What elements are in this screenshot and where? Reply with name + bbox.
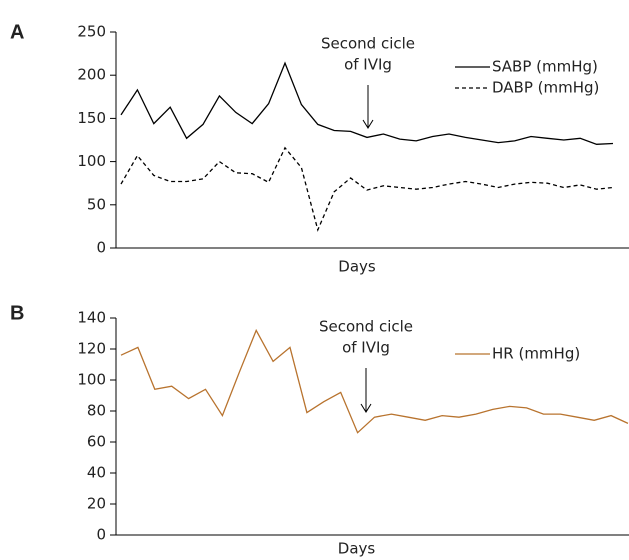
arrow-head [362, 119, 374, 129]
y-tick-label: 200 [77, 66, 106, 84]
panel-label: A [10, 21, 24, 43]
legend-label: HR (mmHg) [492, 345, 580, 363]
y-tick-label: 60 [87, 433, 106, 451]
data-line [120, 61, 614, 145]
y-tick-label: 20 [87, 495, 106, 513]
data-line [120, 328, 629, 434]
legend-label: SABP (mmHg) [492, 58, 598, 76]
annotation: of IVIg [342, 339, 390, 357]
annotation: of IVIg [344, 56, 392, 74]
panel-label: B [10, 302, 24, 324]
y-tick-label: 120 [77, 340, 106, 358]
y-tick-label: 100 [77, 371, 106, 389]
y-tick-label: 100 [77, 152, 106, 170]
y-tick-label: 0 [96, 526, 106, 544]
y-tick-label: 40 [87, 464, 106, 482]
y-tick-label: 80 [87, 402, 106, 420]
y-tick-label: 140 [77, 309, 106, 327]
y-tick-label: 250 [77, 23, 106, 41]
annotation: Second cicle [321, 35, 415, 53]
legend-label: DABP (mmHg) [492, 79, 599, 97]
y-tick-label: 150 [77, 109, 106, 127]
data-line [120, 146, 614, 232]
arrow-head [360, 403, 372, 413]
annotation: Second cicle [319, 318, 413, 336]
x-axis-label: Days [338, 540, 376, 558]
x-axis-label: Days [338, 258, 376, 276]
y-tick-label: 0 [96, 239, 106, 257]
y-tick-label: 50 [87, 195, 106, 213]
